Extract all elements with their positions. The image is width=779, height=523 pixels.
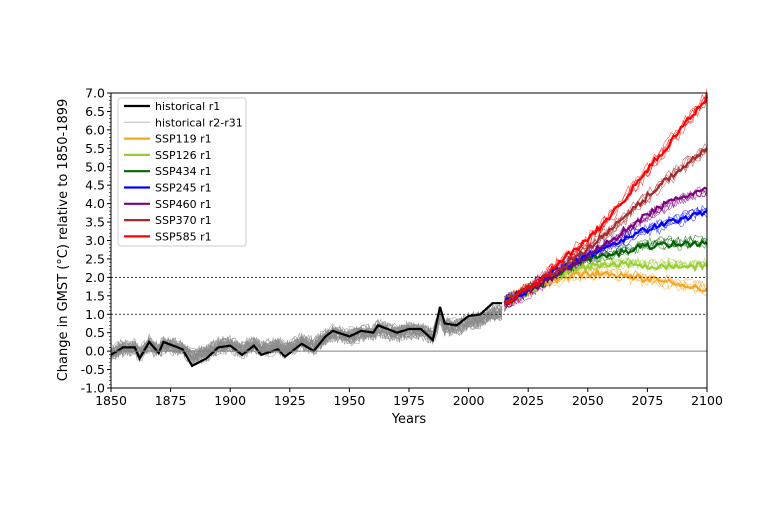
y-tick-label: 6.0	[85, 122, 105, 137]
x-tick-label: 2050	[572, 393, 604, 408]
legend-label: historical r1	[155, 100, 220, 113]
series-line-ssp460-r1	[503, 186, 708, 306]
y-axis-label: Change in GMST (°C) relative to 1850-189…	[56, 99, 71, 382]
legend-label: SSP434 r1	[155, 165, 212, 178]
y-tick-label: 5.0	[85, 159, 105, 174]
x-tick-label: 2100	[691, 393, 723, 408]
axes: 1850 1875 1900 1925 1950 1975 2000 2025 2050 2075…	[81, 86, 723, 409]
ensemble-member-line	[504, 143, 708, 300]
legend-label: SSP460 r1	[155, 198, 212, 211]
y-tick-label: 0.0	[85, 344, 105, 359]
series-line-historical-r1	[110, 302, 502, 368]
y-tick-label: 7.0	[85, 86, 105, 101]
x-tick-label: 1850	[95, 393, 127, 408]
x-tick-label: 2000	[453, 393, 485, 408]
legend-label: historical r2-r31	[155, 116, 243, 129]
legend-label: SSP126 r1	[155, 149, 212, 162]
x-tick-label: 1875	[155, 393, 187, 408]
y-tick-label: 2.0	[85, 270, 105, 285]
y-tick-label: 5.5	[85, 141, 105, 156]
y-tick-label: -0.5	[81, 362, 105, 377]
legend-label: SSP585 r1	[155, 230, 212, 243]
x-tick-label: 2075	[631, 393, 663, 408]
x-tick-label: 1900	[214, 393, 246, 408]
series-line-ssp370-r1	[503, 147, 708, 304]
y-tick-label: 1.5	[85, 288, 105, 303]
y-tick-label: 4.5	[85, 178, 105, 193]
ensemble-member-line	[504, 257, 708, 300]
y-tick-label: 2.5	[85, 251, 105, 266]
x-tick-label: 1950	[333, 393, 365, 408]
legend-box	[117, 97, 247, 247]
x-tick-label: 1925	[274, 393, 306, 408]
x-tick-label: 2025	[512, 393, 544, 408]
reference-lines	[111, 276, 707, 352]
y-tick-label: 0.5	[85, 325, 105, 340]
ensemble-member-line	[504, 237, 708, 307]
x-axis-label: Years	[391, 412, 427, 427]
y-tick-label: 3.5	[85, 215, 105, 230]
y-tick-label: 3.0	[85, 233, 105, 248]
legend-label: SSP370 r1	[155, 214, 212, 227]
y-tick-label: 4.0	[85, 196, 105, 211]
ensemble-member-line	[504, 88, 708, 303]
y-tick-label: -1.0	[81, 381, 105, 396]
y-tick-label: 6.5	[85, 104, 105, 119]
legend-label: SSP119 r1	[155, 133, 212, 146]
x-tick-label: 1975	[393, 393, 425, 408]
series-line-ssp585-r1	[504, 96, 709, 305]
y-tick-label: 1.0	[85, 307, 105, 322]
series-lines	[110, 96, 709, 368]
legend-label: SSP245 r1	[155, 182, 212, 195]
legend: historical r1 historical r2-r31 SSP119 r1 S…	[117, 97, 247, 247]
ensemble-member-line	[110, 309, 503, 361]
